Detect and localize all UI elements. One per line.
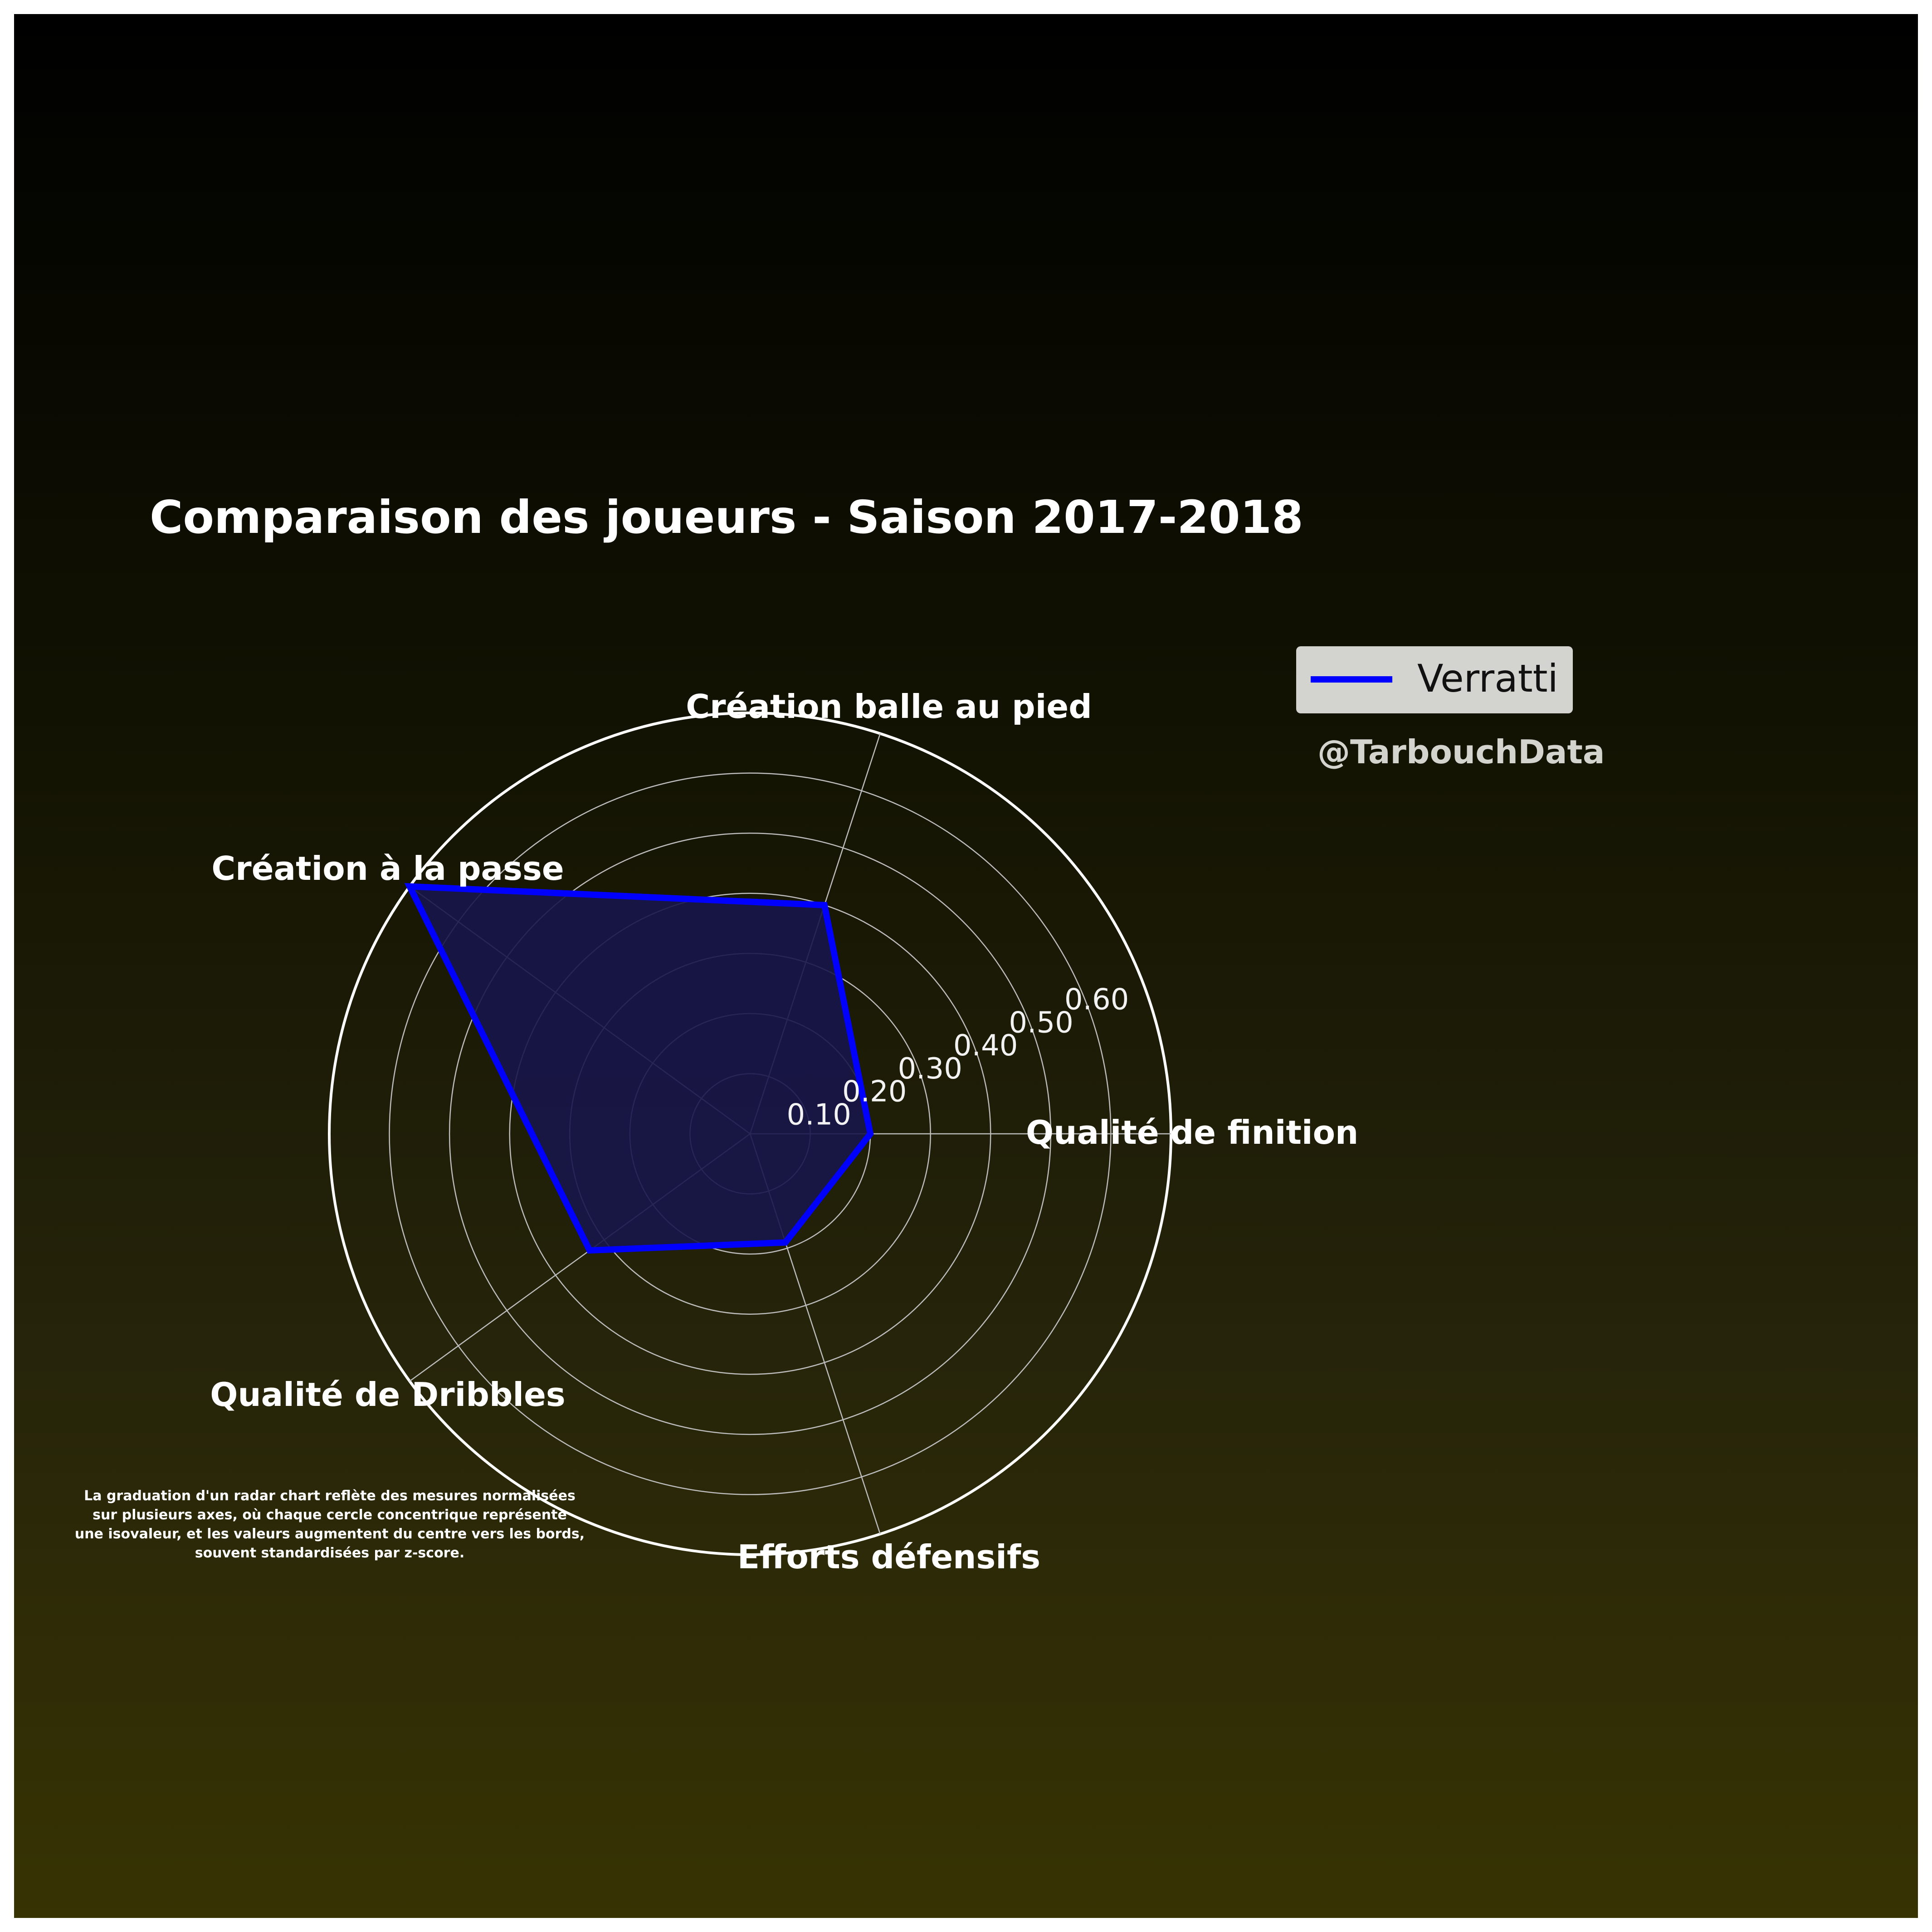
note-line-3: une isovaleur, et les valeurs augmentent… [75,1526,585,1542]
legend: Verratti [1296,646,1573,713]
radial-tick-label: 0.50 [1009,1006,1073,1039]
axis-label: Création à la passe [211,849,564,888]
axis-label: Création balle au pied [686,688,1092,726]
radial-tick-label: 0.10 [786,1098,851,1132]
axis-label: Efforts défensifs [737,1538,1040,1576]
watermark: @TarbouchData [1317,733,1605,771]
legend-box [1296,646,1573,713]
note-line-4: souvent standardisées par z-score. [195,1545,464,1561]
legend-label-verratti: Verratti [1417,656,1558,701]
radial-tick-label: 0.20 [842,1075,907,1109]
radial-tick-label: 0.40 [953,1029,1018,1063]
radial-tick-label: 0.60 [1064,983,1129,1017]
radar-series [404,883,874,1254]
radial-tick-label: 0.30 [898,1052,962,1086]
radar-labels: 0.100.200.300.400.500.60 Qualité de finit… [210,688,1358,1576]
note-line-2: sur plusieurs axes, où chaque cercle con… [93,1507,567,1523]
chart-title: Comparaison des joueurs - Saison 2017-20… [150,491,1303,544]
chart-background [14,14,1918,1918]
series-line-verratti [404,883,874,1254]
axis-label: Qualité de Dribbles [210,1376,566,1414]
axis-label: Qualité de finition [1026,1113,1358,1151]
series-fill-verratti [410,886,871,1251]
note-line-1: La graduation d'un radar chart reflète d… [84,1488,576,1504]
